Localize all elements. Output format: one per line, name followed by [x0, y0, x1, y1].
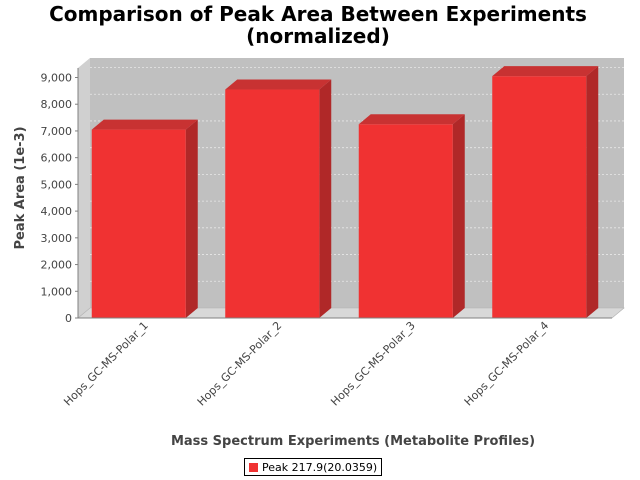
- x-tick-label-4: Hops_GC-MS-Polar_4: [462, 319, 552, 409]
- legend-label: Peak 217.9(20.0359): [262, 460, 378, 474]
- bars: [91, 66, 599, 319]
- plot-left-wall: [78, 58, 90, 318]
- plot-area: [77, 58, 625, 319]
- bar-side-2: [319, 79, 332, 319]
- bar-top-1: [91, 119, 198, 130]
- x-tick-label-1: Hops_GC-MS-Polar_1: [61, 319, 151, 409]
- y-tick-label-2: 2,000: [41, 259, 73, 272]
- y-tick-label-8: 8,000: [41, 98, 73, 111]
- bar-3: [358, 114, 465, 318]
- y-axis-label: Peak Area (1e-3): [13, 126, 28, 249]
- y-tick-label-4: 4,000: [41, 205, 73, 218]
- bar-side-4: [586, 66, 599, 319]
- x-axis-label: Mass Spectrum Experiments (Metabolite Pr…: [171, 434, 535, 449]
- bar-side-3: [452, 114, 465, 318]
- x-axis: Hops_GC-MS-Polar_1 Hops_GC-MS-Polar_2 Hops…: [61, 317, 612, 409]
- y-tick-label-9: 9,000: [41, 72, 73, 85]
- y-tick-label-5: 5,000: [41, 178, 73, 191]
- bar-front-2: [225, 89, 320, 319]
- plot-back-wall: [90, 58, 624, 308]
- bar-4: [492, 66, 599, 319]
- y-tick-label-3: 3,000: [41, 232, 73, 245]
- x-tick-label-2: Hops_GC-MS-Polar_2: [195, 319, 285, 409]
- bar-front-1: [91, 129, 186, 318]
- bar-1: [91, 119, 198, 318]
- chart-title-line-1: Comparison of Peak Area Between Experime…: [49, 2, 587, 26]
- x-tick-label-3: Hops_GC-MS-Polar_3: [328, 319, 418, 409]
- bar-top-2: [225, 79, 332, 90]
- bar-top-3: [358, 114, 465, 125]
- bar-top-4: [492, 66, 599, 77]
- y-tick-label-6: 6,000: [41, 152, 73, 165]
- legend-swatch: [249, 462, 258, 472]
- bar-side-1: [185, 119, 198, 318]
- y-tick-label-0: 0: [65, 312, 72, 325]
- y-tick-label-7: 7,000: [41, 125, 73, 138]
- y-tick-label-1: 1,000: [41, 285, 73, 298]
- chart-title-line-2: (normalized): [246, 24, 390, 48]
- bar-2: [225, 79, 332, 319]
- bar-front-4: [492, 76, 587, 319]
- legend: Peak 217.9(20.0359): [244, 458, 383, 476]
- bar-front-3: [358, 124, 453, 318]
- y-axis: 0 1,000 2,000 3,000 4,000 5,000 6,000 7,000 8,00…: [41, 68, 79, 325]
